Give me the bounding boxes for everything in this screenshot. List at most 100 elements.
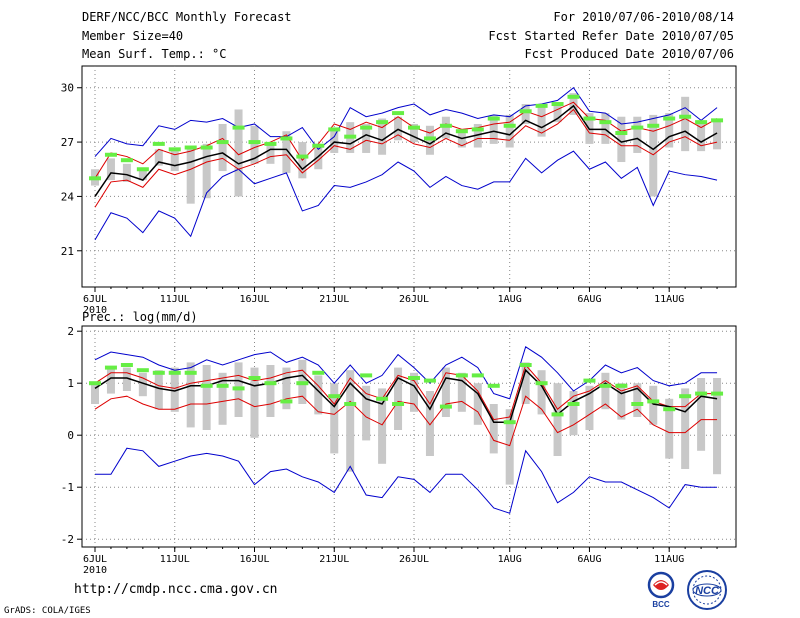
climatology-mark <box>711 391 724 396</box>
climatology-mark <box>711 118 724 123</box>
spread-box <box>617 116 626 163</box>
climatology-mark <box>392 111 405 116</box>
spread-box <box>537 104 546 137</box>
x-tick-label: 16JUL <box>239 294 269 305</box>
climatology-mark <box>567 402 580 406</box>
spread-box <box>394 367 403 430</box>
forecast-period: For 2010/07/06-2010/08/14 <box>553 10 734 24</box>
temperature-panel: 6JUL 11JUL 16JUL 21JUL 26JUL 1AUG 6AUG 11AUG 201… <box>61 65 737 316</box>
variable-label: Mean Surf. Temp.: °C <box>82 47 227 61</box>
climatology-mark <box>200 383 213 388</box>
spread-box <box>410 123 418 143</box>
spread-box <box>154 149 163 166</box>
climatology-mark <box>695 391 708 396</box>
climatology-mark <box>631 402 644 406</box>
spread-box <box>154 370 163 410</box>
climatology-mark <box>312 143 325 148</box>
climatology-mark <box>120 158 133 163</box>
footer-url[interactable]: http://cmdp.ncc.cma.gov.cn <box>74 582 278 597</box>
spread-box <box>505 114 514 148</box>
climatology-mark <box>663 116 676 121</box>
y-tick-label: 21 <box>61 245 74 258</box>
climatology-mark <box>423 378 436 383</box>
spread-box <box>473 123 482 148</box>
x-tick-label: 1AUG <box>498 294 522 305</box>
y-tick-label: 0 <box>67 429 74 442</box>
x-tick-label: 21JUL <box>319 554 349 565</box>
spread-box <box>330 129 339 153</box>
climatology-mark <box>599 383 612 388</box>
ncc-logo-text: NCC <box>695 585 720 597</box>
spread-box <box>633 383 642 417</box>
spread-box <box>330 383 339 454</box>
series-lower-line <box>94 395 718 447</box>
spread-box <box>186 147 195 204</box>
climatology-mark <box>296 381 309 386</box>
spread-box <box>250 125 259 164</box>
spread-box <box>410 372 418 412</box>
climatology-mark <box>392 402 405 406</box>
y-tick-label: 24 <box>61 190 75 203</box>
spread-box <box>218 123 227 172</box>
climatology-mark <box>663 407 676 412</box>
spread-box <box>202 143 211 199</box>
climatology-mark <box>216 383 229 388</box>
y-tick-label: 1 <box>67 377 74 390</box>
climatology-mark <box>679 394 692 399</box>
climatology-mark <box>89 176 101 181</box>
spread-box <box>170 151 179 172</box>
climatology-mark <box>136 167 149 172</box>
spread-box <box>569 93 578 115</box>
climatology-mark <box>551 102 564 107</box>
spread-box <box>186 362 195 428</box>
x-tick-label: 1AUG <box>498 554 522 565</box>
spread-box <box>91 383 99 404</box>
climatology-mark <box>695 120 708 125</box>
spread-box <box>122 367 131 391</box>
climatology-mark <box>184 145 197 150</box>
climatology-mark <box>360 125 373 130</box>
spread-box <box>505 409 514 485</box>
spread-box <box>553 383 562 456</box>
climatology-mark <box>647 123 660 128</box>
climatology-mark <box>104 152 117 157</box>
spread-box <box>282 131 291 173</box>
plot-frame <box>81 325 737 548</box>
climatology-mark <box>455 373 468 378</box>
climatology-mark <box>120 363 133 367</box>
spread-box <box>394 116 403 141</box>
spread-box <box>537 370 546 415</box>
climatology-mark <box>503 420 516 425</box>
climatology-mark <box>168 147 181 152</box>
climatology-mark <box>248 140 261 145</box>
plot-frame <box>81 65 737 288</box>
series-min-line <box>95 447 718 514</box>
spread-box <box>218 372 227 425</box>
spread-box <box>601 113 610 144</box>
x-tick-label: 6JUL <box>83 554 107 565</box>
climatology-mark <box>152 141 165 146</box>
climatology-mark <box>360 373 373 378</box>
spread-box <box>106 367 115 394</box>
climatology-mark <box>328 127 341 132</box>
spread-box <box>346 370 355 472</box>
climatology-mark <box>503 123 516 128</box>
x-tick-label: 11AUG <box>654 294 684 305</box>
climatology-mark <box>344 134 357 139</box>
spread-box <box>697 120 706 152</box>
spread-box <box>681 388 690 469</box>
climatology-mark <box>248 376 261 380</box>
refer-date: Fcst Started Refer Date 2010/07/05 <box>488 29 734 43</box>
x-tick-label: 21JUL <box>319 294 349 305</box>
spread-box <box>473 383 482 425</box>
climatology-mark <box>599 120 612 125</box>
spread-box <box>106 158 115 181</box>
x-tick-label: 6JUL <box>83 294 107 305</box>
x-tick-label: 11JUL <box>160 554 190 565</box>
spread-box <box>633 116 642 153</box>
spread-box <box>585 385 594 430</box>
spread-box <box>138 372 147 397</box>
climatology-mark <box>567 94 580 99</box>
series-min-line <box>94 150 718 241</box>
series-max-line <box>94 87 718 157</box>
